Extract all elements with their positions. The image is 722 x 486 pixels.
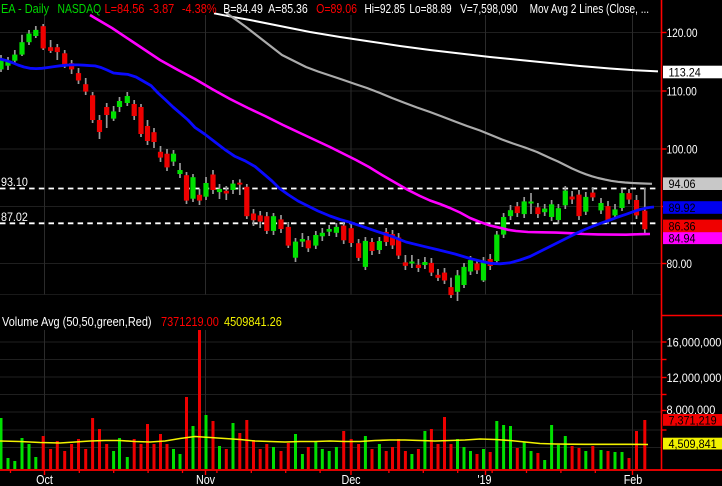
svg-text:A=85.36: A=85.36 — [268, 2, 308, 16]
svg-text:16,000,000: 16,000,000 — [667, 336, 722, 350]
svg-text:94.06: 94.06 — [669, 179, 696, 192]
svg-text:Lo=88.89: Lo=88.89 — [409, 3, 451, 16]
svg-text:84.94: 84.94 — [669, 233, 697, 246]
svg-text:'19: '19 — [477, 472, 491, 486]
svg-text:-4.38%: -4.38% — [182, 1, 217, 16]
svg-text:Mov Avg 2 Lines (Close, ...: Mov Avg 2 Lines (Close, ... — [530, 3, 650, 16]
svg-text:B=84.49: B=84.49 — [223, 2, 263, 16]
svg-text:80.00: 80.00 — [667, 258, 692, 271]
svg-text:86.36: 86.36 — [669, 221, 696, 234]
svg-text:EA - Daily: EA - Daily — [1, 1, 49, 16]
svg-text:7371219.00: 7371219.00 — [161, 314, 219, 329]
svg-text:87.02: 87.02 — [1, 211, 28, 224]
svg-text:NASDAQ: NASDAQ — [58, 3, 102, 16]
svg-text:8,000,000: 8,000,000 — [667, 404, 716, 418]
svg-text:93.10: 93.10 — [1, 176, 28, 189]
svg-text:Oct: Oct — [36, 472, 53, 486]
svg-text:113.24: 113.24 — [669, 67, 702, 80]
svg-text:V=7,598,090: V=7,598,090 — [460, 3, 517, 16]
svg-text:Feb: Feb — [624, 472, 643, 486]
svg-text:Nov: Nov — [196, 472, 215, 486]
svg-text:7,371,219: 7,371,219 — [669, 415, 717, 428]
svg-text:100.00: 100.00 — [667, 144, 698, 157]
svg-text:Volume Avg (50,50,green,Red): Volume Avg (50,50,green,Red) — [2, 314, 152, 329]
svg-text:O=89.06: O=89.06 — [316, 2, 357, 16]
svg-text:110.00: 110.00 — [667, 86, 697, 99]
svg-text:Hi=92.85: Hi=92.85 — [365, 3, 406, 16]
svg-text:12,000,000: 12,000,000 — [667, 372, 722, 386]
svg-text:-3.87: -3.87 — [149, 1, 174, 16]
svg-text:120.00: 120.00 — [667, 27, 698, 40]
svg-text:Dec: Dec — [341, 472, 360, 486]
svg-text:4,509,841: 4,509,841 — [669, 439, 717, 452]
svg-text:89.92: 89.92 — [669, 202, 696, 215]
svg-text:4509841.26: 4509841.26 — [224, 314, 282, 329]
svg-text:L=84.56: L=84.56 — [105, 1, 145, 16]
